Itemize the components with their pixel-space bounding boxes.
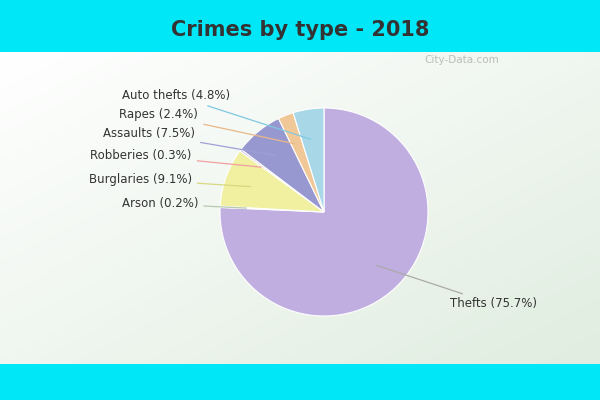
Text: Crimes by type - 2018: Crimes by type - 2018 — [171, 20, 429, 40]
Text: Auto thefts (4.8%): Auto thefts (4.8%) — [122, 89, 310, 139]
Text: Rapes (2.4%): Rapes (2.4%) — [119, 108, 295, 144]
Wedge shape — [220, 206, 324, 212]
Wedge shape — [220, 151, 324, 212]
Text: Arson (0.2%): Arson (0.2%) — [122, 197, 247, 210]
Wedge shape — [278, 113, 324, 212]
Text: Assaults (7.5%): Assaults (7.5%) — [103, 127, 275, 155]
Wedge shape — [240, 149, 324, 212]
Text: Thefts (75.7%): Thefts (75.7%) — [377, 266, 537, 310]
Text: City-Data.com: City-Data.com — [425, 55, 499, 65]
Text: Burglaries (9.1%): Burglaries (9.1%) — [89, 173, 251, 187]
Wedge shape — [293, 108, 324, 212]
Wedge shape — [220, 108, 428, 316]
Wedge shape — [241, 118, 324, 212]
Text: Robberies (0.3%): Robberies (0.3%) — [91, 149, 261, 167]
